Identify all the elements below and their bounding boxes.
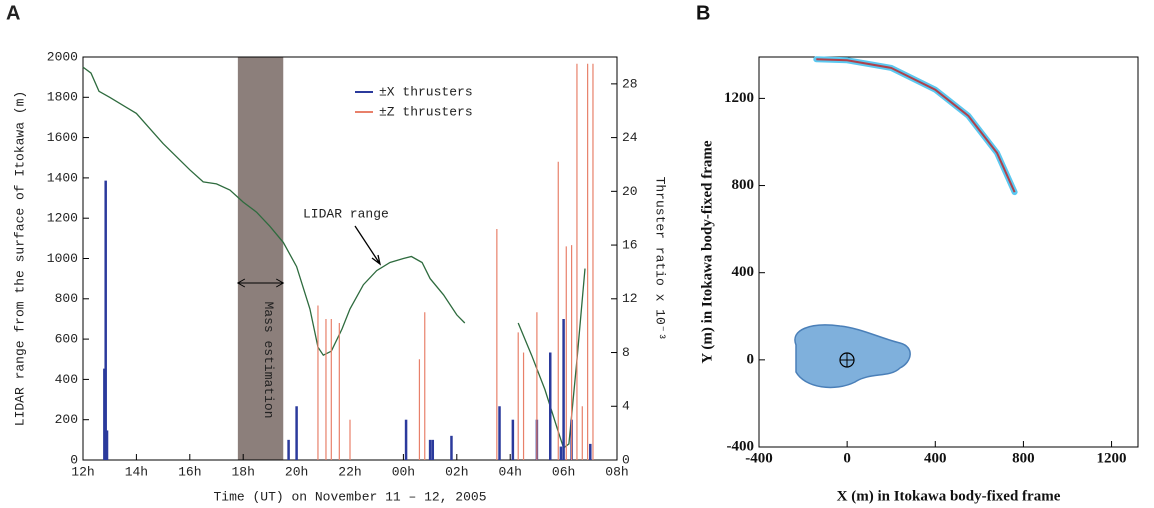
panel-label: B (696, 2, 710, 24)
x-tick-label: 06h (552, 464, 575, 479)
y-tick-label: 800 (55, 291, 78, 306)
data-line (82, 66, 586, 449)
y-tick-label: 2000 (47, 49, 78, 64)
y-tick-label: 0 (747, 351, 755, 367)
x-axis-label: Time (UT) on November 11 – 12, 2005 (213, 489, 486, 504)
data-line (816, 58, 1016, 193)
y-tick-label: 1800 (47, 90, 78, 105)
annotation: LIDAR range (303, 206, 389, 221)
shaded-region (237, 57, 284, 460)
y-tick-label: 200 (55, 412, 78, 427)
annotation-arrow (354, 225, 382, 266)
x-axis-label: X (m) in Itokawa body-fixed frame (837, 488, 1061, 504)
x-tick-label: 1200 (1097, 450, 1127, 466)
region-arrow (236, 278, 285, 288)
legend-label: ±Z thrusters (379, 104, 473, 119)
y2-tick-label: 24 (622, 130, 638, 145)
x-tick-label: 02h (445, 464, 468, 479)
y-tick-label: 800 (732, 177, 755, 193)
y-axis-label: Y (m) in Itokawa body-fixed frame (699, 140, 715, 364)
panel-label: A (6, 2, 20, 24)
y-tick-label: 1600 (47, 130, 78, 145)
y-tick-label: 1200 (47, 211, 78, 226)
x-tick-label: 20h (285, 464, 308, 479)
x-tick-label: 400 (924, 450, 947, 466)
x-tick-label: -400 (745, 450, 773, 466)
y2-tick-label: 0 (622, 452, 630, 467)
y2-tick-label: 4 (622, 399, 630, 414)
y-tick-label: 400 (55, 372, 78, 387)
y2-tick-label: 8 (622, 345, 630, 360)
y-tick-label: 600 (55, 332, 78, 347)
y-axis-label: LIDAR range from the surface of Itokawa … (12, 91, 27, 426)
x-tick-label: 00h (392, 464, 415, 479)
y2-tick-label: 20 (622, 184, 638, 199)
x-tick-label: 18h (231, 464, 254, 479)
x-tick-label: 22h (338, 464, 361, 479)
x-tick-label: 12h (71, 464, 94, 479)
region-label: Mass estimation (261, 301, 276, 418)
y2-tick-label: 16 (622, 238, 638, 253)
legend-label: ±X thrusters (379, 84, 473, 99)
y-tick-label: 1400 (47, 170, 78, 185)
y-tick-label: 0 (70, 452, 78, 467)
y-tick-label: 400 (732, 264, 755, 280)
y2-tick-label: 12 (622, 291, 638, 306)
panel-b: B -400 0 400 800 1200 -400 0 400 800 1200 X (m) in… (696, 2, 1139, 504)
y-tick-label: 1200 (724, 90, 754, 106)
x-tick-label: 16h (178, 464, 201, 479)
x-tick-label: 08h (605, 464, 628, 479)
y-tick-label: 1000 (47, 251, 78, 266)
y2-tick-label: 28 (622, 76, 638, 91)
x-tick-label: 800 (1012, 450, 1035, 466)
x-tick-label: 0 (843, 450, 851, 466)
x-tick-label: 04h (498, 464, 521, 479)
x-tick-label: 14h (125, 464, 148, 479)
y-tick-label: -400 (727, 438, 755, 454)
y2-axis-label: Thruster ratio x 10⁻³ (653, 177, 668, 341)
plot-frame (758, 56, 1139, 448)
